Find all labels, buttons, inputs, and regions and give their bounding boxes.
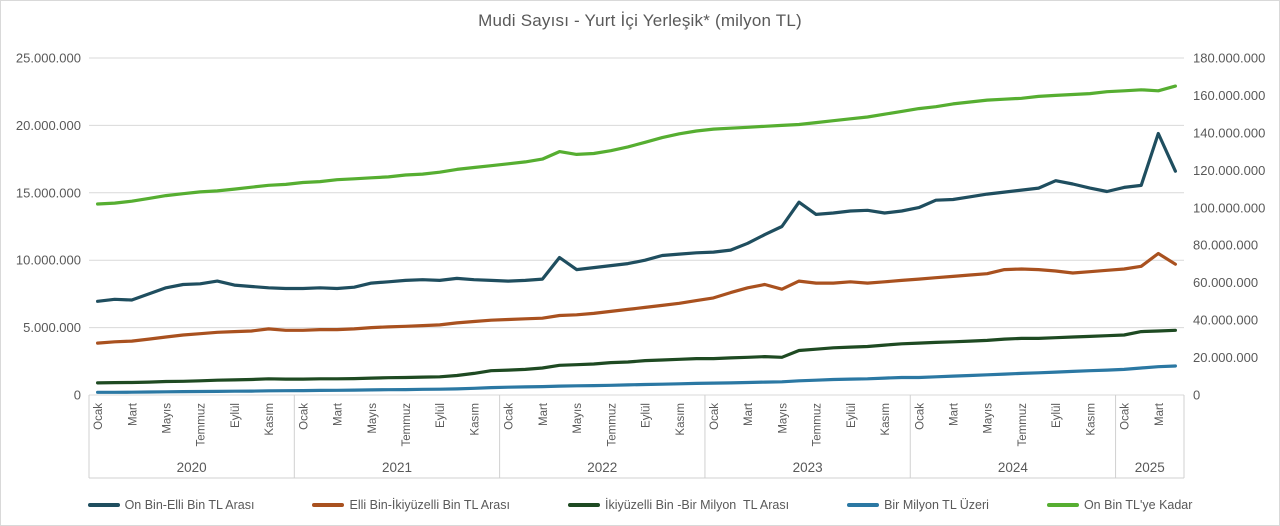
left-axis-tick-label: 20.000.000 bbox=[16, 118, 81, 133]
month-tick-label: Ocak bbox=[709, 403, 721, 430]
series-line-on-bin-tl-ye-kadar bbox=[95, 84, 1178, 206]
month-tick-label: Mayıs bbox=[983, 403, 995, 434]
month-tick-label: Ocak bbox=[504, 403, 516, 430]
month-tick-label: Mayıs bbox=[572, 403, 584, 434]
legend-label: On Bin TL'ye Kadar bbox=[1083, 498, 1193, 512]
year-label: 2025 bbox=[1135, 460, 1165, 475]
month-tick-label: Ocak bbox=[914, 403, 926, 430]
right-axis-tick-label: 160.000.000 bbox=[1193, 88, 1265, 103]
month-tick-label: Mayıs bbox=[161, 403, 173, 434]
legend-swatch-icon bbox=[312, 503, 345, 507]
year-label: 2023 bbox=[793, 460, 823, 475]
month-tick-label: Temmuz bbox=[196, 403, 208, 447]
month-tick-label: Mart bbox=[949, 402, 961, 426]
chart-title: Mudi Sayısı - Yurt İçi Yerleşik* (milyon… bbox=[478, 11, 802, 30]
legend-label: On Bin-Elli Bin TL Arası bbox=[124, 498, 255, 512]
month-tick-label: Temmuz bbox=[401, 403, 413, 447]
month-tick-label: Kasım bbox=[880, 403, 892, 436]
year-label: 2021 bbox=[382, 460, 412, 475]
left-axis-tick-label: 15.000.000 bbox=[16, 185, 81, 200]
month-tick-label: Temmuz bbox=[1017, 403, 1029, 447]
month-tick-label: Mayıs bbox=[367, 403, 379, 434]
right-axis-tick-label: 120.000.000 bbox=[1193, 163, 1265, 178]
right-axis-tick-label: 40.000.000 bbox=[1193, 313, 1258, 328]
right-axis-tick-label: 20.000.000 bbox=[1193, 350, 1258, 365]
legend-label: Elli Bin-İkiyüzelli Bin TL Arası bbox=[349, 498, 510, 512]
left-axis-tick-label: 25.000.000 bbox=[16, 51, 81, 66]
month-tick-label: Temmuz bbox=[812, 403, 824, 447]
year-label: 2020 bbox=[177, 460, 207, 475]
left-axis-tick-label: 10.000.000 bbox=[16, 253, 81, 268]
year-label: 2024 bbox=[998, 460, 1029, 475]
month-tick-label: Kasım bbox=[675, 403, 687, 436]
right-axis-tick-label: 60.000.000 bbox=[1193, 275, 1258, 290]
right-axis-tick-label: 180.000.000 bbox=[1193, 51, 1265, 66]
month-tick-label: Kasım bbox=[264, 403, 276, 436]
series-line-on-bin-elli-bin-tl-aras bbox=[95, 131, 1178, 303]
legend-swatch-icon bbox=[847, 503, 880, 507]
month-tick-label: Ocak bbox=[298, 403, 310, 430]
series-line-bir-milyon-tl-zeri bbox=[95, 364, 1178, 394]
right-axis-tick-label: 140.000.000 bbox=[1193, 125, 1265, 140]
month-tick-label: Eylül bbox=[641, 403, 653, 428]
legend-label: Bir Milyon TL Üzeri bbox=[884, 498, 989, 512]
chart-legend: On Bin-Elli Bin TL Arası Elli Bin-İkiyüze… bbox=[1, 492, 1279, 518]
legend-swatch-icon bbox=[87, 503, 120, 507]
legend-swatch-icon bbox=[1046, 503, 1079, 507]
month-tick-label: Eylül bbox=[230, 403, 242, 428]
legend-item-bir-milyon-tl-zeri: Bir Milyon TL Üzeri bbox=[847, 498, 989, 512]
month-tick-label: Ocak bbox=[1120, 403, 1132, 430]
month-tick-label: Eylül bbox=[435, 403, 447, 428]
right-axis-tick-label: 0 bbox=[1193, 388, 1200, 403]
year-label: 2022 bbox=[587, 460, 617, 475]
month-tick-label: Eylül bbox=[1051, 403, 1063, 428]
month-tick-label: Ocak bbox=[93, 403, 105, 430]
series-line-elli-bin-i-kiy-zelli-bin-tl-aras bbox=[95, 251, 1178, 345]
month-tick-label: Mart bbox=[538, 402, 550, 426]
month-tick-label: Kasım bbox=[1085, 403, 1097, 436]
month-tick-label: Mart bbox=[743, 402, 755, 426]
series-line-i-kiy-zelli-bin-bir-milyon-tl-aras bbox=[95, 328, 1178, 385]
left-axis-tick-label: 5.000.000 bbox=[23, 320, 81, 335]
legend-swatch-icon bbox=[567, 503, 600, 507]
legend-item-on-bin-tl-ye-kadar: On Bin TL'ye Kadar bbox=[1046, 498, 1193, 512]
month-tick-label: Temmuz bbox=[606, 403, 618, 447]
month-tick-label: Mart bbox=[333, 402, 345, 426]
legend-item-on-bin-elli-bin-tl-aras: On Bin-Elli Bin TL Arası bbox=[87, 498, 255, 512]
legend-item-i-kiy-zelli-bin-bir-milyon-tl-aras: İkiyüzelli Bin -Bir Milyon TL Arası bbox=[567, 498, 790, 512]
right-axis-tick-label: 80.000.000 bbox=[1193, 238, 1258, 253]
month-tick-label: Mart bbox=[127, 402, 139, 426]
month-tick-label: Eylül bbox=[846, 403, 858, 428]
month-tick-label: Kasım bbox=[469, 403, 481, 436]
month-tick-label: Mayıs bbox=[777, 403, 789, 434]
right-axis-tick-label: 100.000.000 bbox=[1193, 200, 1265, 215]
legend-item-elli-bin-i-kiy-zelli-bin-tl-aras: Elli Bin-İkiyüzelli Bin TL Arası bbox=[312, 498, 510, 512]
left-axis-tick-label: 0 bbox=[74, 388, 81, 403]
legend-label: İkiyüzelli Bin -Bir Milyon TL Arası bbox=[604, 498, 790, 512]
month-tick-label: Mart bbox=[1154, 402, 1166, 426]
